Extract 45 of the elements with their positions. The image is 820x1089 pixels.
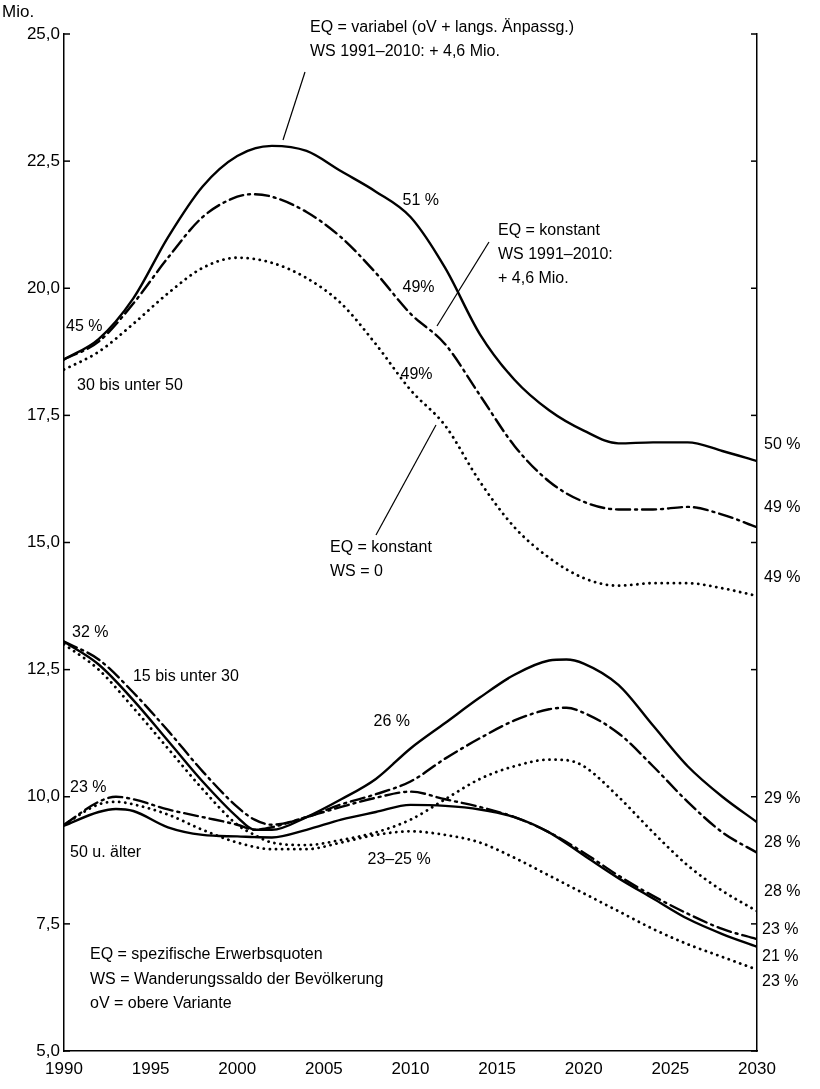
x-tick-label: 2005: [304, 1058, 343, 1078]
x-tick-label: 2010: [391, 1058, 430, 1078]
annotation: WS = Wanderungssaldo der Bevölkerung: [90, 970, 384, 988]
annotation: 23–25 %: [367, 849, 431, 867]
annotation: EQ = spezifische Erwerbsquoten: [90, 945, 323, 963]
annotation: 50 u. älter: [70, 843, 142, 861]
y-tick-label: 22,5: [26, 150, 60, 170]
x-tick-label: 2030: [738, 1058, 776, 1078]
annotation: 49 %: [764, 497, 801, 515]
x-tick-label: 2020: [564, 1058, 603, 1078]
annotation: 32 %: [72, 623, 109, 641]
y-tick-label: 17,5: [26, 405, 60, 425]
annotation: EQ = variabel (oV + langs. Änpassg.) WS 1991–2010: + 4,6 Mio.: [310, 18, 575, 60]
x-tick-label: 2025: [651, 1058, 690, 1078]
annotation: 28 %: [764, 833, 801, 851]
annotation: 49%: [400, 365, 433, 383]
annotation: 50 %: [764, 434, 801, 452]
annotation: 51 %: [402, 191, 439, 209]
annotation: 23 %: [762, 919, 799, 937]
annotation: 49%: [402, 278, 435, 296]
y-tick-label: 7,5: [36, 913, 60, 933]
annotation: 30 bis unter 50: [77, 376, 183, 394]
x-tick-label: 1990: [45, 1058, 83, 1078]
annotation: EQ = konstant WS 1991–2010: + 4,6 Mio.: [498, 221, 613, 287]
annotation: 49 %: [764, 568, 801, 586]
y-axis-title: Mio.: [2, 1, 35, 21]
annotation: 23 %: [762, 972, 799, 990]
annotation: EQ = konstant WS = 0: [330, 538, 433, 580]
annotation: 15 bis unter 30: [132, 667, 239, 685]
y-tick-label: 25,0: [26, 23, 60, 43]
y-tick-label: 5,0: [36, 1040, 60, 1060]
y-tick-label: 20,0: [26, 277, 60, 297]
y-tick-label: 15,0: [26, 532, 60, 552]
annotation: 26 %: [373, 711, 410, 729]
y-tick-label: 12,5: [26, 659, 60, 679]
annotation: oV = obere Variante: [90, 994, 232, 1012]
annotation: 23 %: [70, 778, 107, 796]
annotation: 45 %: [66, 316, 103, 334]
y-tick-label: 10,0: [26, 786, 60, 806]
x-tick-label: 2015: [478, 1058, 517, 1078]
annotation: 21 %: [762, 947, 799, 965]
annotation: 28 %: [764, 881, 801, 899]
x-tick-label: 2000: [218, 1058, 257, 1078]
x-tick-label: 1995: [131, 1058, 170, 1078]
annotation: 29 %: [764, 788, 801, 806]
